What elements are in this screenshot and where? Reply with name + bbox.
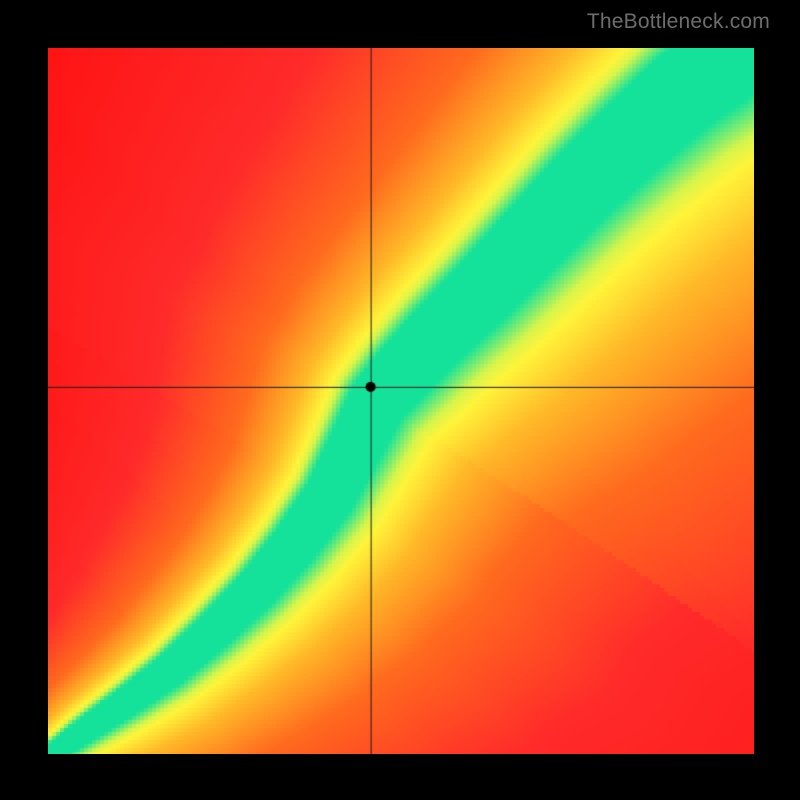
watermark-text: TheBottleneck.com: [587, 10, 770, 34]
chart-root: TheBottleneck.com: [0, 0, 800, 800]
bottleneck-heatmap: [48, 48, 754, 754]
